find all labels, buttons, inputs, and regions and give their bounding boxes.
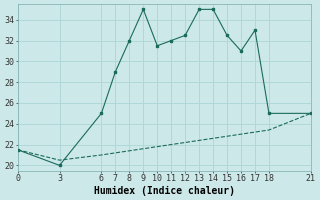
X-axis label: Humidex (Indice chaleur): Humidex (Indice chaleur)	[94, 186, 235, 196]
